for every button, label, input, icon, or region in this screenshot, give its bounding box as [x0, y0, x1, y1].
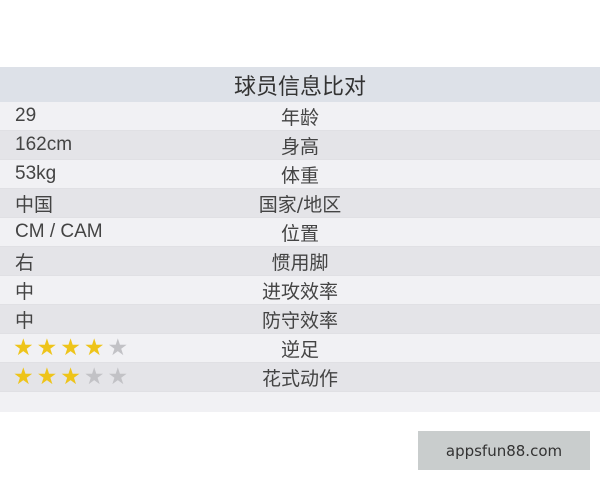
star-icon: ★ [107, 334, 129, 361]
row-label: 位置 [280, 222, 319, 245]
row-label: 花式动作 [261, 367, 338, 390]
row-value: CM / CAM [15, 221, 103, 242]
table-row: 162cm 身高 [0, 131, 600, 160]
star-rating: ★ ★ ★ ★ ★ [13, 334, 129, 361]
table-rows: 29 年龄 162cm 身高 53kg 体重中国 国家/地区 CM / CAM 位置右 惯用脚中 进… [0, 102, 600, 392]
table-row: 右 惯用脚 [0, 247, 600, 276]
row-value: 162cm [15, 134, 73, 155]
star-icon: ★ [83, 363, 105, 390]
table-row: ★ ★ ★ ★ ★ 逆足 [0, 334, 600, 363]
row-label: 逆足 [280, 338, 319, 361]
star-icon: ★ [60, 334, 81, 361]
row-label: 年龄 [280, 106, 319, 129]
row-label: 国家/地区 [258, 193, 342, 216]
row-label: 体重 [280, 164, 319, 187]
table-row: 53kg 体重 [0, 160, 600, 189]
star-icon: ★ [83, 334, 105, 361]
watermark: appsfun88.com [418, 431, 590, 470]
row-value: 中 [15, 281, 35, 303]
star-icon: ★ [107, 363, 129, 390]
row-value: 29 [15, 105, 37, 126]
star-icon: ★ [36, 334, 58, 361]
row-value: 右 [15, 252, 35, 274]
table-row: 29 年龄 [0, 102, 600, 131]
table-row: 中 防守效率 [0, 305, 600, 334]
table-row: ★ ★ ★ ★ ★ 花式动作 [0, 363, 600, 392]
star-icon: ★ [60, 363, 81, 390]
row-value: 中 [15, 310, 35, 332]
table-row: CM / CAM 位置 [0, 218, 600, 247]
row-value: 53kg [15, 163, 57, 184]
star-icon: ★ [13, 334, 34, 361]
table-row: 中 进攻效率 [0, 276, 600, 305]
table-row: 中国 国家/地区 [0, 189, 600, 218]
table-title: 球员信息比对 [0, 67, 600, 102]
row-label: 防守效率 [261, 309, 338, 332]
row-label: 进攻效率 [261, 280, 338, 303]
row-label: 惯用脚 [271, 251, 329, 274]
row-value: 中国 [15, 194, 54, 216]
star-icon: ★ [13, 363, 34, 390]
star-icon: ★ [36, 363, 58, 390]
player-comparison-table: 球员信息比对 29 年龄 162cm 身高 53kg 体重中国 国家/地区 CM / CAM 位… [0, 67, 600, 412]
star-rating: ★ ★ ★ ★ ★ [13, 363, 129, 390]
row-label: 身高 [280, 135, 319, 158]
